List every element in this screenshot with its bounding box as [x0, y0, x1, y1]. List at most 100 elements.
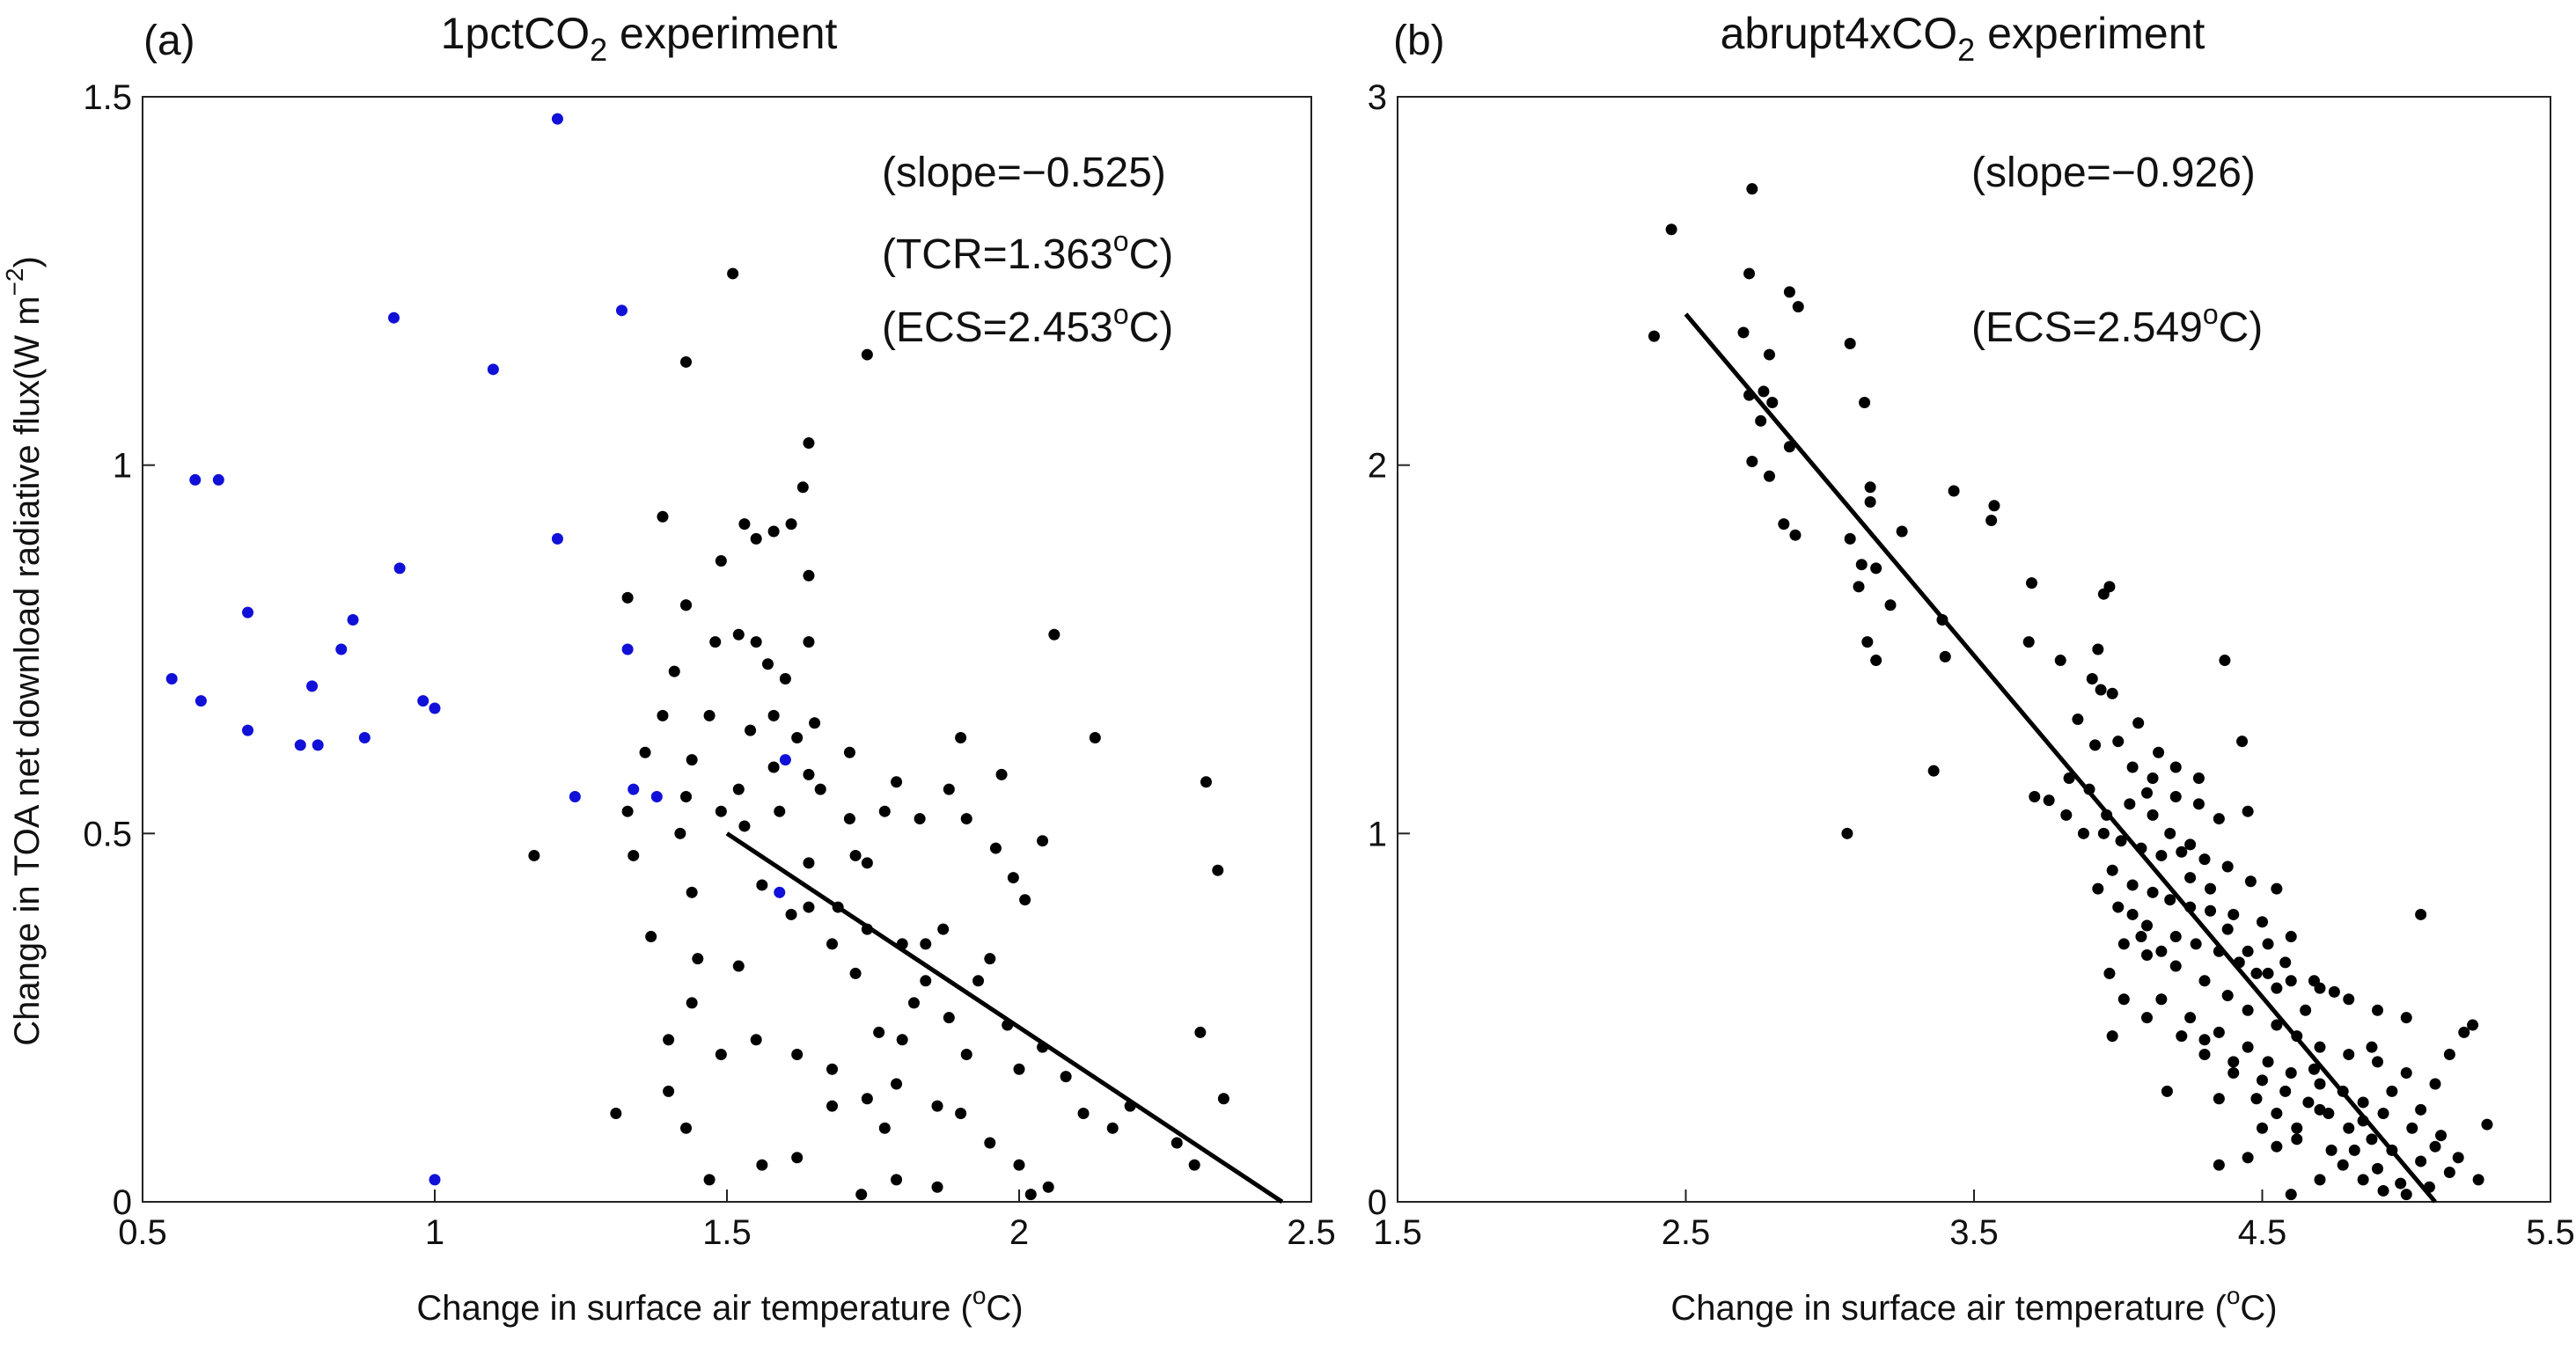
panel-a-data-point: [551, 532, 563, 545]
panel-b-data-point: [1859, 396, 1871, 408]
panel-b-data-point: [2285, 1189, 2297, 1201]
panel-b-data-point: [2164, 827, 2176, 839]
panel-a-data-point: [861, 857, 873, 869]
panel-a-data-point: [650, 790, 663, 802]
panel-a-data-point: [937, 923, 950, 935]
panel-b-data-point: [2395, 1177, 2407, 1190]
panel-b-data-point: [2366, 1041, 2378, 1053]
panel-a-data-point: [639, 746, 651, 758]
panel-a-data-point: [891, 776, 903, 788]
panel-b-data-point: [2126, 879, 2139, 891]
panel-b-data-point: [1746, 455, 1758, 467]
panel-a-data-point: [914, 813, 926, 825]
panel-b-data-point: [1896, 525, 1908, 538]
panel-a-xtick-label: 0.5: [118, 1213, 167, 1252]
panel-a-ticks: 0.5 1 1.5 2 2.500.511.5: [83, 78, 1335, 1252]
panel-a-data-point: [826, 1063, 839, 1075]
panel-b-data-point: [2106, 687, 2118, 699]
panel-a-annotation-ecs: (ECS=2.453oC): [882, 298, 1173, 351]
panel-a-ytick-label: 1: [113, 447, 132, 486]
panel-a-data-point: [1217, 1093, 1229, 1105]
panel-b-data-point: [2343, 1049, 2355, 1061]
panel-a-data-point: [1013, 1063, 1025, 1075]
panel-a-data-point: [528, 849, 540, 861]
panel-a-data-point: [680, 1122, 693, 1134]
panel-a-data-point: [779, 672, 791, 684]
panel-b-data-point: [2155, 993, 2168, 1006]
panel-a-data-point: [306, 680, 319, 692]
panel-b-data-point: [2308, 1063, 2320, 1075]
panel-b-data-point: [2227, 908, 2240, 920]
panel-a-data-point: [715, 1049, 727, 1061]
panel-a-data-point: [745, 724, 757, 736]
panel-b-data-point: [2227, 1066, 2240, 1079]
panel-b-data-point: [1884, 599, 1897, 611]
panel-a-data-point: [703, 1174, 716, 1186]
panel-b-data-point: [2190, 938, 2202, 950]
panel-a-data-point: [1007, 872, 1019, 884]
panel-a-data-point: [393, 562, 406, 575]
panel-b-data-point: [2257, 1122, 2268, 1134]
panel-a-data-point: [891, 1174, 903, 1186]
panel-a-data-point: [955, 731, 967, 743]
panel-b-data-point: [2213, 1093, 2225, 1105]
panel-a-annotation-tcr: (TCR=1.363oC): [882, 225, 1173, 278]
panel-a-data-point: [891, 1078, 903, 1090]
panel-a-data-point: [686, 886, 698, 898]
panel-b-data-point: [2117, 938, 2130, 950]
panel-b-data-point: [2176, 1030, 2188, 1043]
panel-b-data-point: [1766, 396, 1779, 408]
panel-a-data-point: [750, 532, 762, 545]
panel-b-data-point: [2169, 790, 2182, 802]
panel-a-data-point: [803, 857, 815, 869]
panel-a-data-point: [663, 1085, 675, 1097]
panel-a-data-point: [920, 938, 932, 950]
panel-a-data-point: [1024, 1189, 1037, 1201]
panel-a-data-point: [680, 355, 693, 368]
panel-a-data-point: [972, 975, 985, 987]
panel-a-data-point: [931, 1181, 943, 1193]
panel-a-data-point: [715, 805, 727, 817]
panel-a-data-point: [920, 975, 932, 987]
panel-b-data-point: [2147, 772, 2159, 785]
panel-b-data-point: [2126, 761, 2139, 773]
panel-b-data-point: [2400, 1189, 2412, 1201]
panel-a-title: 1pctCO2 experiment: [441, 9, 838, 68]
panel-a-data-point: [767, 709, 780, 721]
panel-a-data-point: [791, 731, 804, 743]
panel-b-data-point: [2435, 1130, 2448, 1142]
panel-b-data-point: [2314, 1174, 2326, 1186]
panel-a-data-point: [855, 1189, 868, 1201]
panel-b-data-point: [1783, 286, 1795, 298]
panel-b-title: abrupt4xCO2 experiment: [1721, 9, 2205, 68]
panel-a-data-point: [242, 606, 254, 619]
panel-b-data-point: [2357, 1096, 2369, 1109]
panel-b-data-point: [2271, 1140, 2283, 1153]
panel-b-data-point: [2314, 1103, 2326, 1116]
panel-a-data-point: [984, 953, 996, 965]
panel-b-data-point: [1755, 414, 1767, 427]
panel-a-data-point: [960, 1049, 972, 1061]
panel-a-data-point: [692, 953, 704, 965]
panel-a-data-point: [803, 768, 815, 780]
panel-b-data-point: [1864, 481, 1876, 494]
panel-a-label: (a): [143, 18, 195, 64]
panel-b-data-point: [1844, 338, 1856, 350]
panel-b-data-point: [1648, 330, 1660, 342]
panel-a-data-point: [732, 960, 745, 972]
panel-a-xtick-label: 2.5: [1287, 1213, 1336, 1252]
panel-a-annotation-slope: (slope=−0.525): [882, 150, 1166, 196]
panel-b-data-point: [2236, 736, 2249, 748]
panel-a-xtick-label: 1: [425, 1213, 444, 1252]
panel-a-data-point: [785, 518, 797, 531]
panel-a-data-point: [417, 695, 429, 707]
panel-b-data-point: [1758, 385, 1770, 398]
panel-a-data-point: [686, 754, 698, 766]
panel-b-data-point: [2314, 1041, 2326, 1053]
panel-b-data-point: [2400, 1012, 2412, 1024]
panel-a-data-point: [803, 901, 815, 913]
panel-b-data-point: [2443, 1167, 2455, 1179]
panel-a-data-point: [861, 348, 873, 361]
panel-b-data-point: [1792, 301, 1804, 313]
